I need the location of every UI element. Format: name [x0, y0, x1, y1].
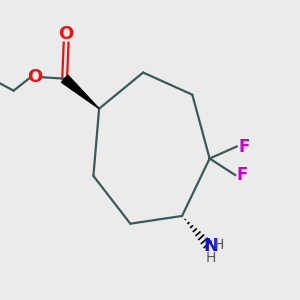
Text: F: F: [238, 137, 250, 155]
Text: O: O: [27, 68, 42, 86]
Text: H: H: [206, 251, 216, 265]
Text: N: N: [203, 237, 218, 255]
Text: O: O: [58, 25, 74, 43]
Text: F: F: [237, 166, 248, 184]
Text: H: H: [214, 238, 224, 252]
Polygon shape: [61, 75, 99, 109]
